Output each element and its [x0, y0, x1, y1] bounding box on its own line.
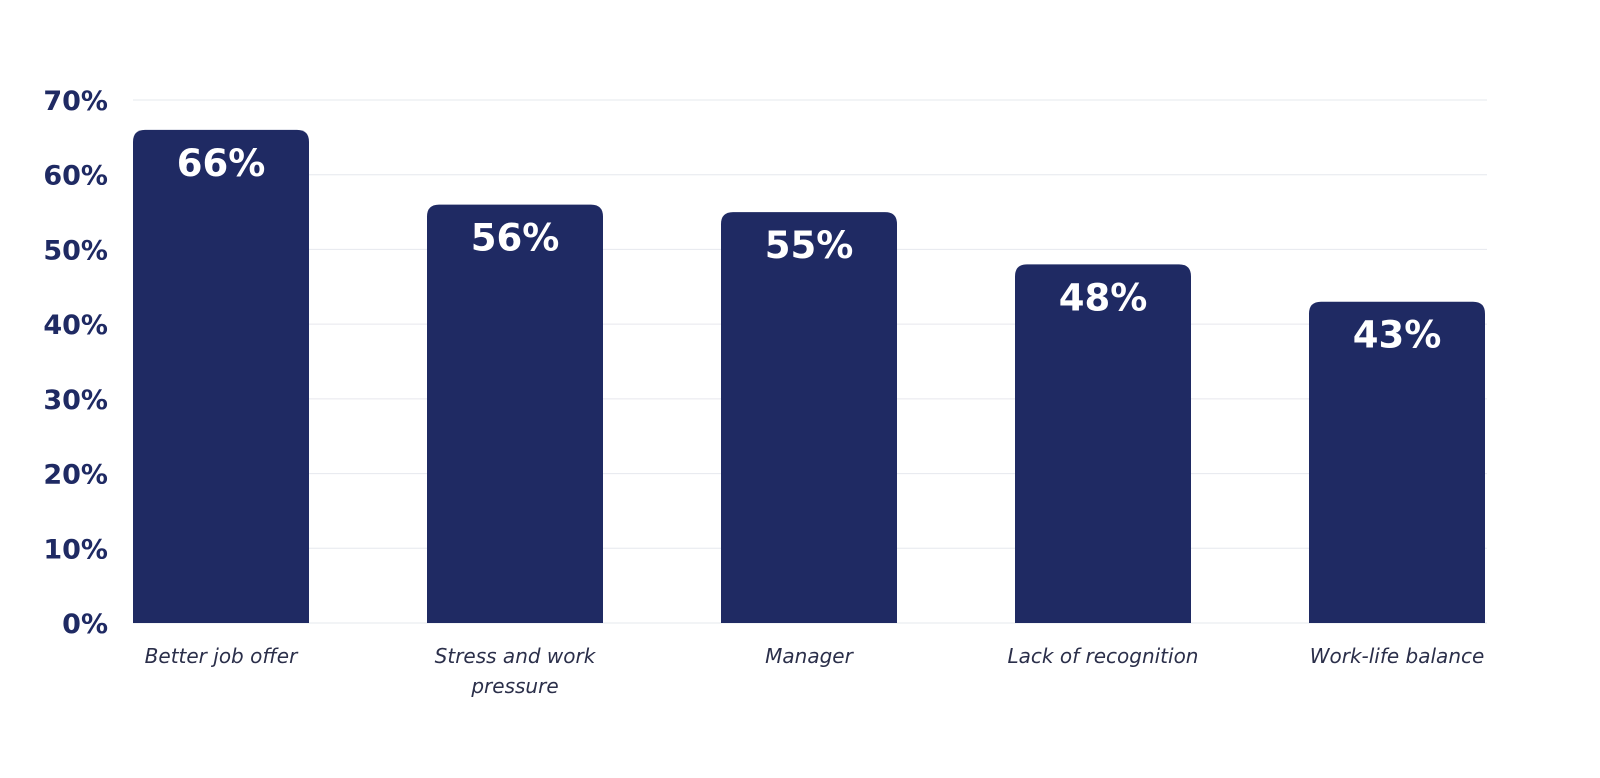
y-tick-label: 40%	[43, 310, 108, 341]
category-label-line: Lack of recognition	[1008, 644, 1199, 668]
y-tick-label: 0%	[62, 609, 108, 640]
category-label: Manager	[765, 644, 854, 668]
category-label-line: pressure	[470, 674, 558, 698]
data-label: 48%	[1059, 276, 1148, 319]
category-label-line: Stress and work	[435, 644, 597, 668]
bar	[721, 212, 897, 624]
bar	[427, 204, 603, 623]
y-tick-label: 30%	[43, 385, 108, 416]
bar	[1015, 264, 1191, 623]
category-label-line: Manager	[765, 644, 854, 668]
category-label: Stress and work pressure	[435, 644, 597, 698]
data-label: 43%	[1353, 314, 1442, 357]
bars	[133, 129, 1485, 624]
bar	[133, 129, 309, 623]
data-label: 56%	[471, 217, 560, 260]
y-tick-label: 10%	[43, 534, 108, 565]
data-labels: 66% 56% 55% 48% 43%	[177, 142, 1442, 357]
y-tick-label: 50%	[43, 235, 108, 266]
category-label: Work-life balance	[1310, 644, 1485, 668]
bar	[1309, 301, 1485, 623]
category-label: Lack of recognition	[1008, 644, 1199, 668]
x-axis-category-labels: Better job offer Stress and work pressure M…	[145, 644, 1485, 698]
data-label: 66%	[177, 142, 266, 185]
y-tick-label: 60%	[43, 161, 108, 192]
y-tick-label: 20%	[43, 460, 108, 491]
category-label-line: Better job offer	[145, 644, 299, 668]
y-axis-tick-labels: 0% 10% 20% 30% 40% 50% 60% 70%	[43, 86, 108, 640]
y-tick-label: 70%	[43, 86, 108, 117]
category-label-line: Work-life balance	[1310, 644, 1485, 668]
category-label: Better job offer	[145, 644, 299, 668]
data-label: 55%	[765, 224, 854, 267]
